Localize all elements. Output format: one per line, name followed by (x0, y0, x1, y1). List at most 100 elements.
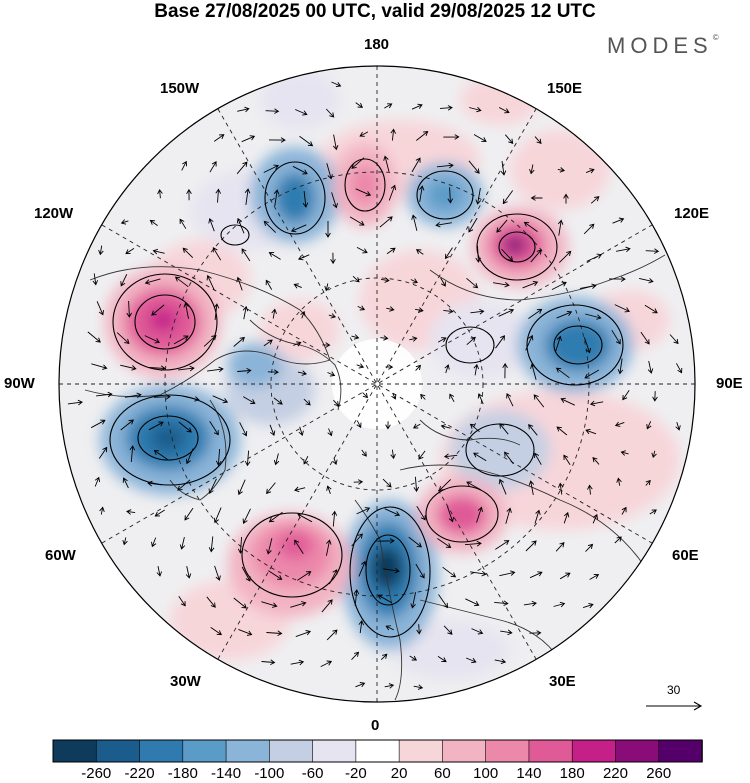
wind-arrow (381, 277, 390, 283)
graticule (59, 66, 695, 702)
wind-arrow (206, 596, 216, 608)
wind-arrow (504, 451, 514, 465)
wind-arrow (617, 358, 624, 375)
lon-label-90w: 90W (4, 375, 35, 392)
wind-arrow (652, 391, 658, 402)
wind-arrow (555, 335, 562, 352)
wind-arrow (411, 214, 418, 231)
wind-arrow (212, 395, 229, 404)
wind-arrow (300, 310, 306, 319)
lon-label-30e: 30E (549, 673, 576, 690)
wind-arrow (183, 395, 200, 402)
wind-arrow (496, 219, 508, 233)
wind-arrow (447, 187, 453, 204)
wind-arrow (410, 278, 418, 284)
wind-arrow (148, 365, 166, 372)
wind-arrow (182, 247, 194, 259)
wind-arrow (352, 275, 360, 283)
wind-arrow (608, 276, 626, 282)
wind-arrow (122, 537, 128, 546)
wind-arrow (357, 305, 366, 311)
wind-arrow (559, 572, 571, 580)
wind-arrow (265, 108, 280, 114)
wind-arrow (440, 277, 446, 287)
wind-arrow (553, 601, 566, 608)
wind-arrow (295, 109, 308, 116)
wind-arrow (384, 103, 393, 109)
wind-arrow (473, 134, 487, 143)
wind-arrow (558, 250, 572, 263)
wind-arrow (325, 221, 331, 238)
wind-arrow (244, 450, 251, 467)
wind-arrow (203, 335, 217, 347)
brand-mark: © (712, 33, 719, 42)
wind-arrow (186, 188, 192, 201)
wind-arrow (242, 396, 256, 404)
wind-arrow (324, 283, 330, 292)
lon-label-120e: 120E (674, 205, 710, 222)
wind-arrow (294, 486, 306, 493)
wind-arrow (177, 479, 191, 491)
wind-arrow (468, 217, 478, 233)
wind-arrow (443, 625, 453, 635)
colorbar-tick-label: 140 (516, 765, 542, 782)
wind-arrow (437, 337, 447, 343)
wind-arrow (435, 221, 452, 228)
lon-label-150w: 150W (160, 80, 200, 97)
wind-arrow (390, 128, 397, 141)
wind-arrow (326, 163, 333, 180)
colorbar-tick-label: -220 (124, 765, 155, 782)
lon-label-90e: 90E (716, 375, 743, 392)
wind-arrow (237, 367, 252, 374)
wind-arrow (466, 481, 482, 491)
wind-arrow (237, 536, 244, 554)
wind-arrow (302, 190, 309, 208)
wind-arrow (418, 450, 426, 460)
wind-arrow (213, 134, 225, 142)
wind-arrow (268, 137, 286, 143)
wind-arrow (325, 539, 332, 556)
colorbar-tick-label: -20 (345, 765, 367, 782)
brand-logo: MODES© (607, 33, 719, 59)
wind-arrow (156, 566, 163, 577)
wind-arrow (266, 538, 273, 555)
wind-arrow (120, 419, 134, 431)
wind-arrow (412, 423, 421, 429)
wind-arrow (466, 657, 477, 664)
wind-arrow (437, 656, 447, 663)
wind-arrow (215, 188, 222, 203)
wind-arrow (325, 108, 335, 118)
wind-arrow (351, 651, 360, 661)
wind-arrow (236, 276, 243, 291)
wind-arrow (416, 624, 422, 635)
wind-arrow (328, 313, 337, 319)
wind-arrow (241, 566, 251, 582)
wind-arrow (178, 421, 192, 433)
wind-arrow (506, 393, 514, 407)
wind-arrow (87, 331, 101, 343)
wind-arrow (144, 335, 160, 344)
wind-arrow (590, 196, 600, 204)
wind-arrow (534, 509, 541, 524)
wind-arrow (157, 188, 163, 199)
lon-label-60e: 60E (672, 547, 699, 564)
lon-label-120w: 120W (34, 205, 74, 222)
wind-arrow (621, 506, 627, 515)
wind-arrow (445, 247, 453, 260)
wind-arrow (356, 363, 365, 369)
wind-arrow (415, 307, 424, 313)
wind-arrow (646, 421, 652, 430)
wind-arrow (125, 248, 135, 255)
wind-arrow (534, 452, 542, 465)
colorbar-tick-label: -260 (81, 765, 112, 782)
wind-arrow (233, 597, 247, 609)
wind-arrow (551, 281, 567, 291)
wind-arrow (443, 134, 460, 140)
wind-arrow (356, 247, 368, 254)
wind-arrow (500, 161, 507, 176)
wind-arrow (290, 601, 307, 608)
colorbar-tick-label: 220 (602, 765, 628, 782)
wind-arrow (331, 510, 338, 527)
wind-arrow (502, 362, 508, 379)
wind-arrow (237, 106, 250, 113)
